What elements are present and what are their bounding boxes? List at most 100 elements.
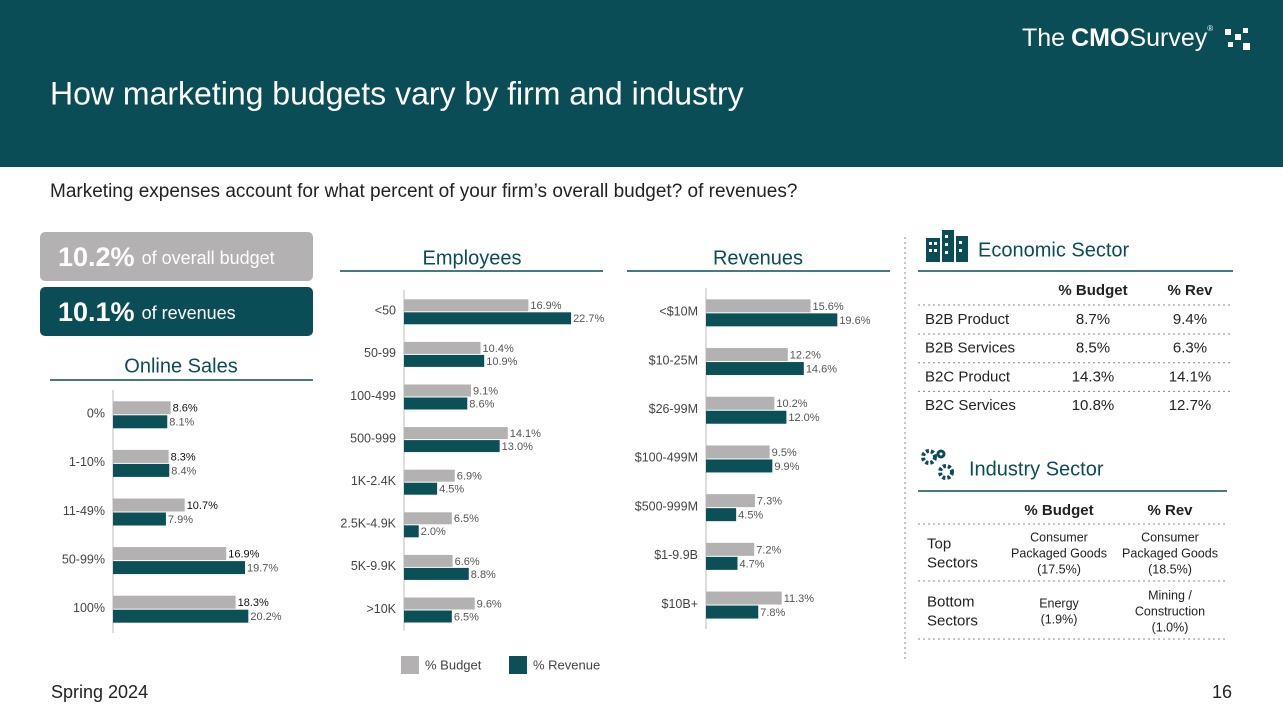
column-header: % Budget [1058, 282, 1127, 299]
cell: Packaged Goods [1122, 546, 1218, 560]
bar [113, 595, 236, 609]
value-label: 6.5% [454, 611, 479, 623]
value-label: 16.9% [228, 549, 259, 561]
value-label: 8.6% [469, 398, 494, 410]
chart-title: Revenues [713, 247, 803, 269]
footer-left: Spring 2024 [51, 682, 148, 702]
callout-box [40, 232, 313, 281]
bar [113, 609, 249, 623]
value-label: 11.3% [784, 593, 815, 605]
header-band [0, 0, 1283, 167]
value-label: 7.2% [756, 544, 781, 556]
gear-icon [921, 449, 954, 480]
logo-bold: CMO [1071, 24, 1129, 52]
category-label: $1-9.9B [654, 548, 698, 562]
logo-dots [1225, 28, 1250, 50]
bar [706, 605, 759, 619]
bar [404, 469, 455, 482]
category-label: $10-25M [649, 353, 698, 367]
category-label: $100-499M [635, 451, 698, 465]
row-label: Top [927, 535, 951, 552]
bar [113, 498, 185, 512]
row-label: B2B Services [925, 340, 1015, 357]
cell: Mining / [1148, 588, 1192, 602]
value-label: 9.6% [477, 598, 502, 610]
value-label: 6.9% [457, 471, 482, 483]
bar [706, 494, 755, 508]
value-label: 10.2% [776, 398, 807, 410]
bar [404, 597, 475, 610]
bar [404, 567, 469, 580]
row-label: Bottom [927, 593, 975, 610]
value-label: 12.0% [788, 412, 819, 424]
logo-post: Survey [1129, 24, 1207, 52]
category-label: $500-999M [635, 499, 698, 513]
category-label: 100-499 [350, 389, 396, 403]
bar [404, 299, 529, 312]
cell: Packaged Goods [1011, 546, 1107, 560]
cell: Energy [1039, 596, 1079, 610]
subtitle: Marketing expenses account for what perc… [50, 181, 797, 202]
bar [113, 561, 245, 575]
callout-value: 10.2% [58, 242, 135, 272]
value-label: 8.3% [171, 451, 196, 463]
bar [706, 508, 737, 522]
value-label: 7.9% [168, 514, 193, 526]
column-header: % Budget [1024, 502, 1093, 519]
bar [404, 384, 471, 397]
legend-swatch [401, 656, 419, 674]
value-label: 13.0% [502, 441, 533, 453]
bar [113, 401, 171, 415]
value-label: 19.7% [247, 563, 278, 575]
value-label: 8.6% [173, 403, 198, 415]
bar [404, 482, 438, 495]
value-label: 6.6% [455, 556, 480, 568]
bar [404, 397, 468, 410]
cell: (1.0%) [1152, 620, 1189, 634]
category-label: 1-10% [69, 455, 105, 469]
cell: 9.4% [1173, 311, 1207, 328]
cell: 12.7% [1169, 397, 1212, 414]
category-label: 11-49% [63, 504, 105, 518]
bar [706, 313, 838, 327]
callout-value: 10.1% [58, 297, 135, 327]
legend-label: % Budget [425, 657, 482, 672]
bar [706, 556, 738, 570]
category-label: <50 [375, 304, 396, 318]
bar [706, 542, 755, 556]
value-label: 10.4% [483, 343, 514, 355]
value-label: 7.3% [757, 496, 782, 508]
section-title: Economic Sector [978, 239, 1130, 261]
logo-pre: The [1022, 24, 1065, 52]
bar [706, 410, 787, 424]
value-label: 2.0% [421, 526, 446, 538]
row-label: Sectors [927, 554, 978, 571]
chart-title: Employees [423, 247, 522, 269]
value-label: 14.6% [806, 363, 837, 375]
row-label: Sectors [927, 612, 978, 629]
bar [404, 341, 481, 354]
legend-label: % Revenue [533, 657, 600, 672]
bar [404, 525, 419, 538]
cell: (17.5%) [1037, 562, 1081, 576]
bar [404, 554, 453, 567]
bar [113, 415, 168, 429]
cell: Construction [1135, 604, 1205, 618]
bar [113, 463, 170, 477]
row-label: B2B Product [925, 311, 1010, 328]
bar [706, 445, 770, 459]
value-label: 7.8% [760, 607, 785, 619]
category-label: 500-999 [350, 431, 396, 445]
bar [404, 512, 452, 525]
cell: Consumer [1030, 530, 1088, 544]
column-header: % Rev [1167, 282, 1213, 299]
cell: (1.9%) [1041, 612, 1078, 626]
bar [706, 299, 811, 313]
category-label: 0% [87, 407, 105, 421]
cell: Consumer [1141, 530, 1199, 544]
row-label: B2C Product [925, 368, 1011, 385]
bar [706, 348, 788, 362]
value-label: 8.1% [169, 417, 194, 429]
bar [706, 362, 804, 376]
category-label: 2.5K-4.9K [340, 517, 396, 531]
